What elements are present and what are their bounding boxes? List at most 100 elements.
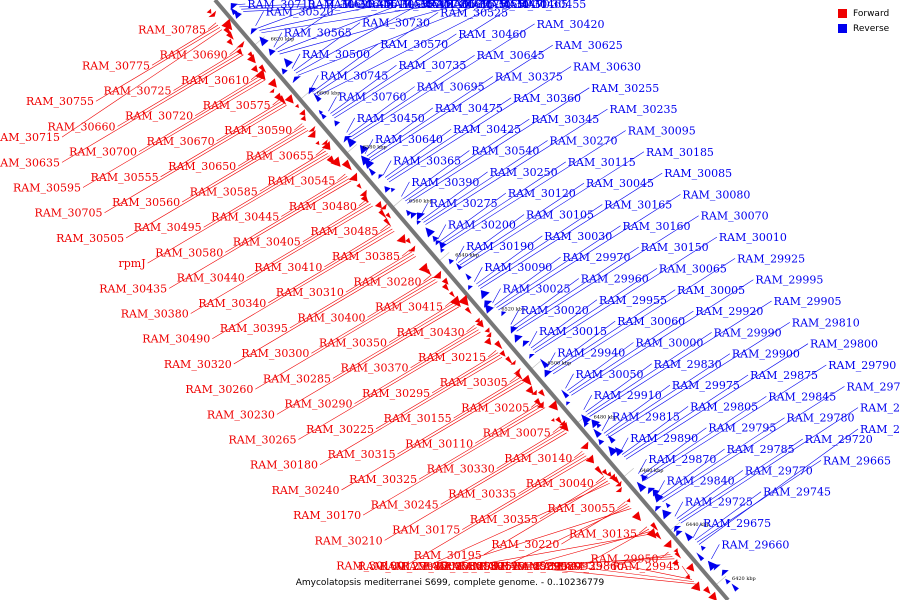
forward-gene-arrow: [307, 130, 316, 138]
reverse-gene-label: RAM_30640: [375, 133, 443, 146]
forward-gene-arrow: [425, 268, 432, 276]
forward-gene-label: RAM_29945: [612, 560, 680, 573]
forward-gene-arrow: [408, 245, 416, 252]
reverse-gene-arrow: [665, 502, 671, 509]
forward-gene-arrow: [537, 389, 545, 397]
forward-gene-label: RAM_30240: [272, 484, 340, 497]
forward-gene-label: RAM_30265: [228, 434, 296, 447]
reverse-gene-arrow: [230, 2, 238, 11]
forward-connector: [423, 274, 432, 282]
reverse-gene-arrow: [384, 186, 391, 193]
forward-connector: [539, 478, 606, 520]
reverse-gene-arrow: [673, 525, 682, 533]
reverse-connector: [295, 3, 421, 74]
reverse-gene-label: RAM_30460: [458, 28, 526, 41]
reverse-gene-label: RAM_30270: [550, 134, 618, 147]
forward-gene-label: RAM_30490: [142, 333, 210, 346]
forward-gene-label: RAM_30370: [341, 362, 409, 375]
forward-gene-label: RAM_30495: [134, 221, 202, 234]
reverse-connector: [441, 161, 566, 244]
forward-gene-arrow: [356, 183, 362, 189]
reverse-gene-arrow: [320, 113, 327, 120]
tick-mark: [253, 36, 265, 46]
reverse-gene-label: RAM_30760: [338, 91, 406, 104]
reverse-gene-arrow: [410, 212, 418, 219]
reverse-gene-label: RAM_30425: [453, 123, 521, 136]
forward-connector: [384, 432, 567, 541]
reverse-gene-arrow: [439, 241, 447, 250]
forward-gene-label: RAM_30380: [121, 308, 189, 321]
reverse-connector: [439, 192, 507, 242]
forward-gene-arrow: [308, 125, 316, 132]
reverse-gene-arrow: [283, 58, 293, 68]
reverse-gene-label: RAM_30105: [526, 208, 594, 221]
reverse-gene-arrow: [292, 76, 301, 84]
reverse-gene-label: RAM_30710: [247, 0, 315, 11]
reverse-gene-label: RAM_30050: [575, 368, 643, 381]
reverse-gene-arrow: [484, 304, 494, 314]
forward-connector: [470, 533, 653, 567]
reverse-gene-arrow: [561, 389, 570, 399]
reverse-connector: [423, 140, 548, 223]
forward-connector: [233, 256, 416, 365]
reverse-connector: [528, 331, 538, 346]
forward-connector: [410, 327, 477, 368]
reverse-gene-label: RAM_30730: [362, 17, 430, 30]
reverse-connector: [277, 3, 402, 53]
forward-gene-label: RAM_30505: [56, 232, 124, 245]
reverse-gene-label: RAM_29730: [860, 423, 900, 436]
reverse-gene-label: RAM_29970: [563, 251, 631, 264]
reverse-gene-label: RAM_30185: [646, 146, 714, 159]
forward-gene-label: RAM_30290: [285, 398, 353, 411]
reverse-gene-arrow: [529, 353, 535, 359]
forward-connector: [574, 450, 583, 459]
forward-gene-label: RAM_30155: [384, 412, 452, 425]
reverse-gene-label: RAM_30255: [591, 82, 659, 95]
gene-labels: 6620 kbp 6600 kbp 6580 kbp 6560 kbp 6540 kbp…: [0, 0, 900, 582]
forward-gene-arrow: [269, 88, 275, 93]
reverse-gene-label: RAM_30095: [628, 124, 696, 137]
reverse-connector: [437, 224, 447, 240]
forward-gene-arrow: [208, 10, 217, 18]
reverse-connector: [498, 194, 681, 311]
reverse-connector: [623, 374, 749, 458]
reverse-connector: [656, 480, 665, 496]
reverse-connector: [549, 320, 616, 370]
reverse-connector: [241, 3, 366, 10]
forward-connector: [255, 281, 438, 390]
reverse-gene-label: RAM_30190: [466, 240, 534, 253]
reverse-gene-arrow: [707, 560, 718, 571]
forward-gene-arrow: [484, 337, 492, 345]
tick-label: 6580 kbp: [363, 144, 387, 150]
reverse-connector: [352, 23, 535, 140]
reverse-connector: [642, 396, 767, 479]
forward-gene-arrow: [236, 48, 243, 56]
forward-gene-label: RAM_29985: [379, 560, 447, 573]
tick-mark: [392, 198, 404, 208]
forward-gene-arrow: [521, 374, 532, 386]
reverse-connector: [332, 33, 457, 117]
reverse-connector: [401, 181, 410, 197]
forward-gene-label: RAM_30330: [427, 462, 495, 475]
forward-gene-arrow: [378, 209, 387, 219]
reverse-connector: [711, 544, 720, 560]
forward-connector: [212, 230, 395, 339]
reverse-connector: [583, 394, 592, 410]
forward-gene-arrow: [505, 356, 513, 365]
reverse-connector: [279, 3, 462, 55]
reverse-connector: [510, 309, 520, 325]
forward-connector: [203, 153, 328, 228]
reverse-connector: [273, 32, 283, 48]
forward-gene-arrow: [221, 18, 233, 31]
reverse-connector: [658, 448, 725, 498]
forward-gene-label: RAM_30355: [470, 513, 538, 526]
reverse-gene-arrow: [364, 158, 375, 169]
reverse-gene-arrow: [522, 340, 530, 347]
reverse-gene-label: RAM_30570: [380, 38, 448, 51]
reverse-connector: [309, 75, 319, 91]
reverse-connector: [368, 76, 494, 159]
forward-gene-arrow: [484, 327, 490, 333]
forward-gene-arrow: [300, 115, 306, 121]
forward-gene-label: RAM_30480: [289, 200, 357, 213]
reverse-connector: [640, 427, 707, 477]
